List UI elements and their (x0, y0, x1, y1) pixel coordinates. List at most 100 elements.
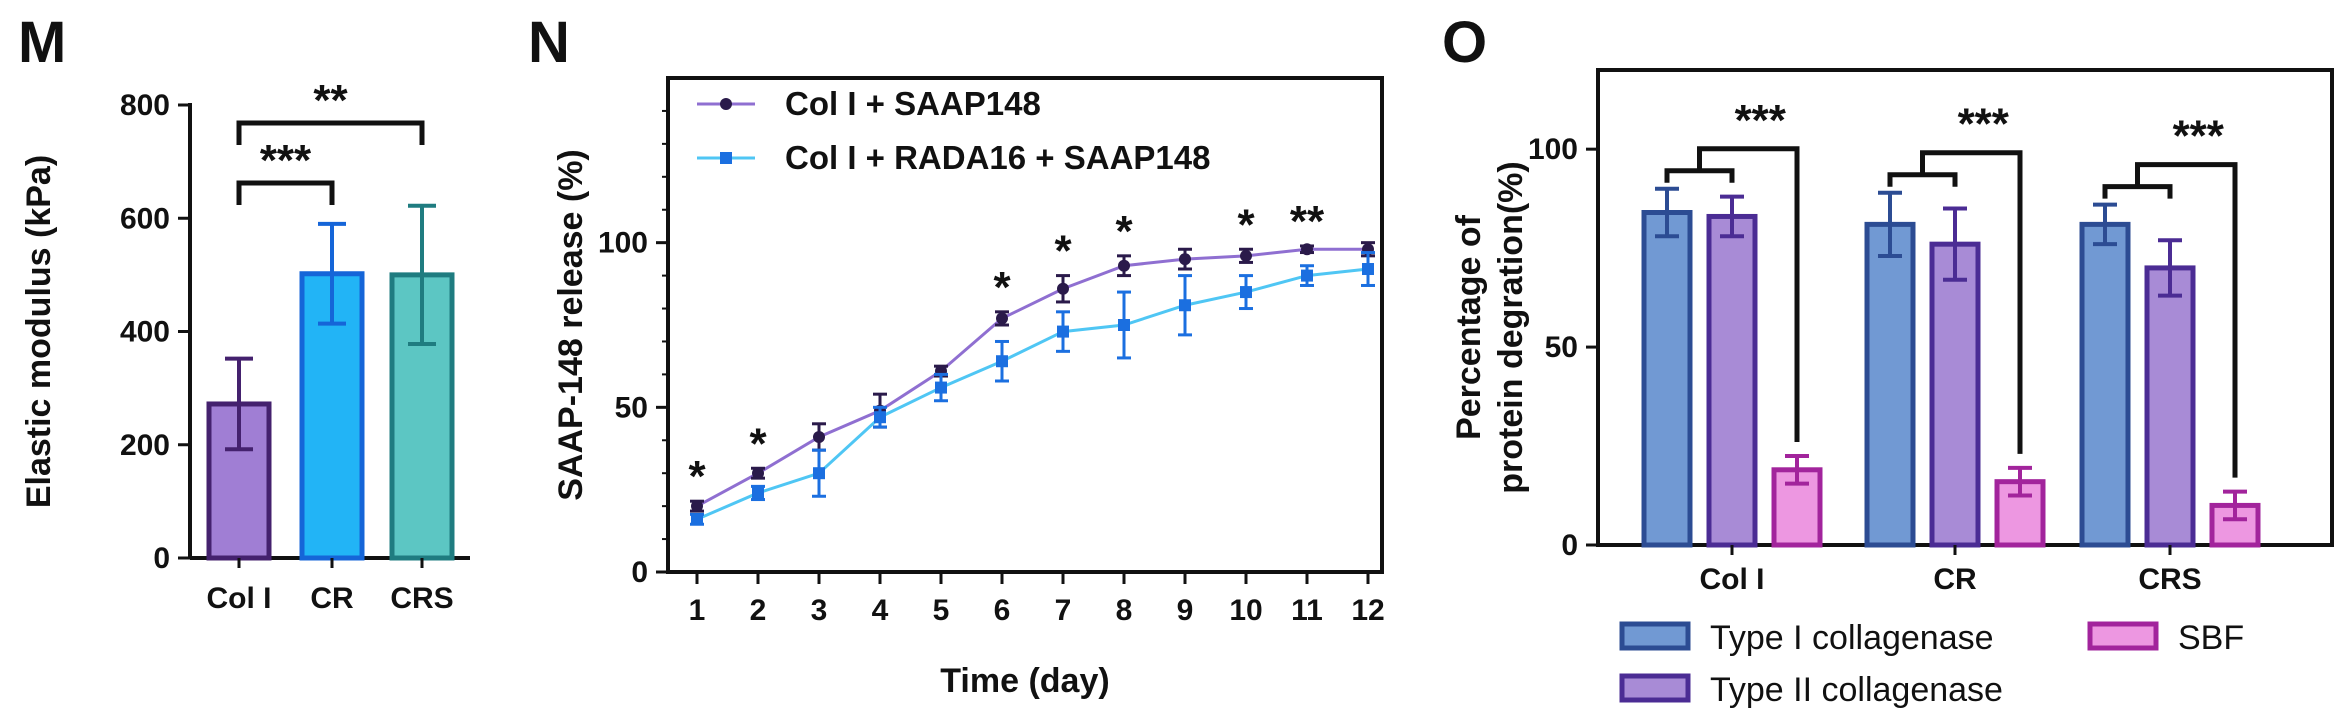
o-bar (1864, 221, 1916, 548)
n-data-point-circle (752, 467, 764, 480)
n-data-point-square (935, 381, 947, 394)
o-y-axis-title-line: Percentage of (1450, 214, 1488, 440)
n-x-tick-label: 1 (689, 594, 706, 627)
n-data-point-square (996, 355, 1008, 368)
o-bar (1929, 241, 1981, 548)
n-data-point-circle (1301, 243, 1313, 256)
n-data-point-circle (691, 500, 703, 513)
o-significance-outer-bracket (2135, 162, 2238, 478)
n-data-point-square (691, 513, 703, 526)
n-x-tick-label: 10 (1229, 594, 1262, 627)
n-legend-label: Col I + SAAP148 (785, 85, 1041, 122)
n-significance-label: * (749, 419, 767, 468)
m-significance-label: ** (313, 76, 348, 125)
o-y-axis-title: Percentage of protein degration(%) (1450, 161, 1530, 493)
o-x-tick-label: CRS (2138, 563, 2201, 596)
n-x-tick-label: 3 (811, 594, 828, 627)
o-x-tick-label: Col I (1700, 563, 1765, 596)
n-data-point-square (1301, 269, 1313, 282)
n-legend-label: Col I + RADA16 + SAAP148 (785, 139, 1211, 176)
o-legend-swatch (1619, 621, 1691, 651)
n-significance-label: * (688, 452, 706, 501)
o-legend-label: Type I collagenase (1710, 619, 1994, 657)
o-significance-inner-bracket (1664, 168, 1735, 183)
n-data-point-circle (996, 312, 1008, 325)
n-x-tick-label: 8 (1116, 594, 1133, 627)
n-plot-frame (666, 76, 1384, 574)
m-x-tick-label: Col I (207, 582, 272, 615)
o-legend-label: Type II collagenase (1710, 671, 2003, 709)
n-data-point-square (752, 486, 764, 499)
n-x-tick-label: 6 (994, 594, 1011, 627)
o-bar (2079, 221, 2131, 548)
m-x-tick-label: CR (310, 582, 354, 615)
m-significance-label: *** (260, 136, 312, 185)
n-y-tick-label: 50 (615, 391, 648, 424)
o-y-tick-label: 100 (1528, 133, 1578, 166)
o-y-tick-label: 50 (1545, 331, 1578, 364)
n-significance-label: * (1115, 207, 1133, 256)
o-y-axis-title-line: protein degration(%) (1492, 161, 1530, 493)
m-significance-bracket (236, 180, 335, 205)
n-data-point-circle (813, 430, 825, 443)
n-x-tick-label: 2 (750, 594, 767, 627)
n-x-tick-label: 5 (933, 594, 950, 627)
o-significance-label: *** (1735, 96, 1787, 145)
o-bar (2144, 265, 2196, 548)
m-x-tick-label: CRS (390, 582, 453, 615)
n-data-point-square (1179, 299, 1191, 312)
n-significance-label: * (993, 263, 1011, 312)
o-x-tick-label: CR (1933, 563, 1977, 596)
o-legend-swatch (1619, 673, 1691, 703)
n-data-point-circle (1057, 282, 1069, 295)
n-x-tick-label: 11 (1291, 594, 1323, 627)
n-legend-marker (720, 152, 732, 164)
o-bar (1641, 210, 1693, 548)
m-y-tick-label: 0 (153, 542, 170, 575)
panel-letter-m: M (18, 10, 66, 75)
n-significance-label: * (1237, 200, 1255, 249)
o-significance-inner-bracket (1887, 172, 1958, 187)
n-x-tick-label: 9 (1177, 594, 1194, 627)
m-significance-bracket (236, 120, 425, 145)
n-data-point-square (1057, 325, 1069, 338)
o-significance-outer-bracket (1697, 146, 1800, 442)
n-data-point-square (1362, 263, 1374, 276)
o-legend-label: SBF (2178, 619, 2244, 657)
n-significance-label: * (1054, 227, 1072, 276)
n-x-tick-label: 12 (1351, 594, 1384, 627)
n-y-tick-label: 0 (631, 556, 648, 589)
o-significance-outer-bracket (1920, 150, 2023, 454)
n-data-point-square (1240, 286, 1252, 299)
o-bar (1706, 213, 1758, 548)
n-data-point-circle (1240, 249, 1252, 262)
n-x-tick-label: 7 (1055, 594, 1072, 627)
m-y-tick-label: 400 (120, 316, 170, 349)
panel-letter-o: O (1442, 10, 1487, 75)
n-x-tick-label: 4 (872, 594, 889, 627)
panel-letter-n: N (528, 10, 570, 75)
n-data-point-circle (1118, 259, 1130, 272)
m-y-tick-label: 800 (120, 89, 170, 122)
m-y-tick-label: 200 (120, 429, 170, 462)
m-y-axis-title: Elastic modulus (kPa) (20, 155, 58, 508)
o-significance-inner-bracket (2102, 184, 2173, 199)
o-significance-label: *** (2173, 112, 2225, 161)
n-data-point-square (874, 411, 886, 424)
o-significance-label: *** (1958, 100, 2010, 149)
n-y-tick-label: 100 (598, 227, 648, 260)
n-data-point-circle (1179, 253, 1191, 266)
o-legend-swatch (2087, 621, 2159, 651)
panel-m-bar-chart: 0 200 400 600 800 Elastic modulus (kPa) Col I C… (20, 76, 470, 615)
m-y-tick-label: 600 (120, 202, 170, 235)
n-data-point-square (1118, 319, 1130, 331)
o-y-tick-label: 0 (1561, 529, 1578, 562)
n-series-line-1 (696, 267, 1369, 521)
n-y-axis-title: SAAP-148 release (%) (552, 149, 590, 501)
n-series-line-0 (696, 247, 1368, 508)
n-legend-marker (720, 98, 732, 110)
n-significance-label: ** (1290, 197, 1325, 246)
